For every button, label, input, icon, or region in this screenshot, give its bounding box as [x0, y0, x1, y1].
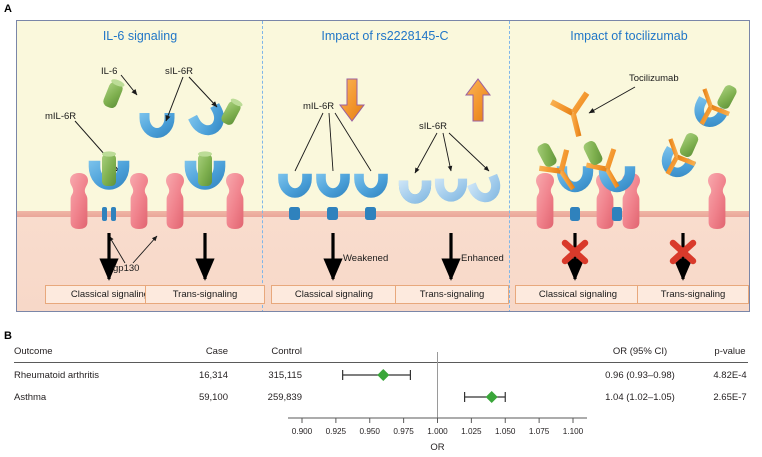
trend-arrow-up-sil6r: [465, 78, 491, 122]
reduced-mil6r-group: [278, 173, 388, 220]
box-classical-signaling-2: Classical signaling: [271, 285, 397, 304]
block-x-trans: [669, 239, 697, 265]
row-case-asthma: 59,100: [198, 392, 228, 403]
panel-b-forest-table: Outcome Case Control OR (95% CI) p-value…: [0, 340, 762, 457]
x-axis-tick-label: 1.050: [495, 427, 516, 436]
box-trans-signaling-2: Trans-signaling: [395, 285, 509, 304]
increased-sil6r-group: [398, 173, 501, 204]
label-gp130: gp130: [113, 263, 140, 274]
x-axis-tick-label: 0.900: [292, 427, 313, 436]
classical-signaling-complex: [70, 151, 148, 229]
x-axis-tick-label: 1.000: [427, 427, 448, 436]
tocilizumab-free: [548, 90, 599, 142]
column-header-case: Case: [205, 346, 228, 357]
blocked-classical-complex: [536, 143, 614, 229]
section-divider-1: [262, 21, 263, 311]
trend-arrow-down-mil6r: [339, 78, 365, 122]
label-mil6r-2: mIL-6R: [303, 101, 335, 112]
box-classical-signaling-1: Classical signaling: [45, 285, 175, 304]
x-axis-tick-label: 0.950: [360, 427, 381, 436]
forest-plot: 0.900 0.925 0.950 0.975 1.000 1.025 1.050 1.075…: [288, 352, 587, 453]
label-mil6r-1: mIL-6R: [45, 111, 77, 122]
tocilizumab-sil6r-complex-1: [687, 83, 737, 134]
section-title-tocilizumab: Impact of tocilizumab: [570, 29, 688, 43]
label-tocilizumab: Tocilizumab: [629, 73, 679, 84]
forest-point-marker: [377, 369, 390, 381]
sil6r-free-left: [139, 113, 175, 138]
row-or-ci-asthma: 1.04 (1.02–1.05): [605, 392, 675, 403]
x-axis-title: OR: [430, 442, 444, 453]
il6-bound-soluble: [221, 98, 243, 125]
label-enhanced: Enhanced: [461, 253, 504, 264]
panel-b-letter: B: [4, 330, 12, 342]
panel-a-artwork: [70, 74, 737, 281]
row-case-rheumatoid-arthritis: 16,314: [198, 370, 228, 381]
blocked-trans-complex: [583, 141, 726, 229]
x-axis-tick-label: 1.075: [529, 427, 550, 436]
label-sil6r-2: sIL-6R: [419, 121, 447, 132]
section-divider-2: [509, 21, 510, 311]
row-outcome-asthma: Asthma: [14, 392, 47, 403]
x-axis-tick-label: 0.975: [393, 427, 414, 436]
forest-point-marker: [485, 391, 498, 403]
box-trans-signaling-1: Trans-signaling: [145, 285, 265, 304]
x-axis-tick-label: 0.925: [326, 427, 347, 436]
label-il6: IL-6: [101, 66, 118, 77]
row-p-value-asthma: 2.65E-7: [713, 392, 747, 403]
block-x-classical: [561, 239, 589, 265]
row-or-ci-rheumatoid-arthritis: 0.96 (0.93–0.98): [605, 370, 675, 381]
column-header-control: Control: [271, 346, 302, 357]
row-control-asthma: 259,839: [267, 392, 302, 403]
trans-signaling-complex: [166, 151, 244, 229]
cell-membrane: [17, 211, 749, 218]
column-header-outcome: Outcome: [14, 346, 53, 357]
header-rule: [14, 362, 748, 363]
panel-a-diagram: IL-6 signaling Impact of rs2228145-C Imp…: [16, 20, 750, 312]
il6-free-molecule: [103, 79, 125, 109]
panel-a-letter: A: [4, 3, 12, 15]
row-control-rheumatoid-arthritis: 315,115: [268, 370, 302, 381]
box-classical-signaling-3: Classical signaling: [515, 285, 641, 304]
forest-row-2: [464, 391, 506, 403]
x-axis-tick-label: 1.100: [563, 427, 584, 436]
box-trans-signaling-3: Trans-signaling: [637, 285, 749, 304]
column-header-p-value: p-value: [714, 346, 746, 357]
row-outcome-rheumatoid-arthritis: Rheumatoid arthritis: [14, 370, 100, 381]
label-weakened: Weakened: [343, 253, 389, 264]
forest-row-1: [342, 369, 411, 381]
column-header-or-ci: OR (95% CI): [612, 346, 668, 357]
section-title-il6-signaling: IL-6 signaling: [102, 29, 178, 43]
label-sil6r-1: sIL-6R: [165, 66, 193, 77]
tocilizumab-sil6r-complex-2: [655, 132, 699, 184]
row-p-value-rheumatoid-arthritis: 4.82E-4: [713, 370, 747, 381]
x-axis-tick-label: 1.025: [461, 427, 482, 436]
section-title-rs2228145: Impact of rs2228145-C: [321, 29, 449, 43]
